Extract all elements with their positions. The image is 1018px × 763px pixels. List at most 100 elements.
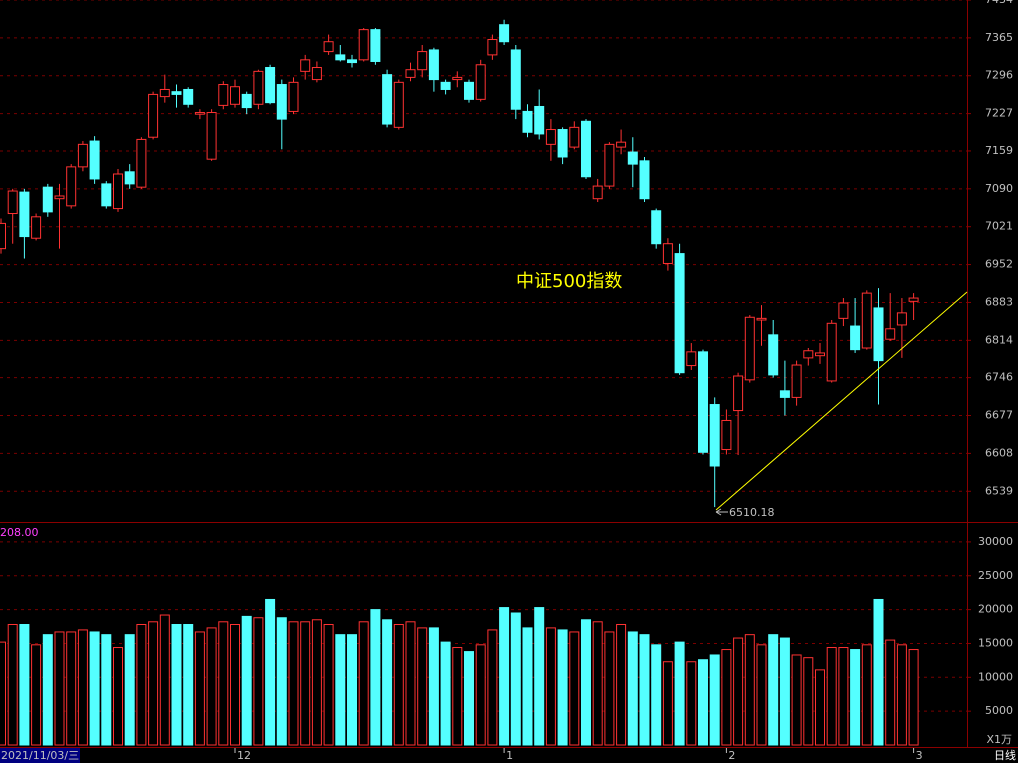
candle-body — [709, 404, 720, 467]
y-tick-label: 6539 — [985, 484, 1013, 497]
volume-bar — [89, 631, 100, 746]
candle-body — [241, 93, 252, 109]
x-tick-label: 2 — [728, 749, 735, 762]
volume-bar — [230, 624, 240, 746]
volume-bar — [159, 614, 170, 746]
volume-bar — [826, 647, 837, 746]
volume-bar — [276, 617, 287, 746]
candle-body — [7, 190, 18, 215]
candle-body — [896, 312, 907, 326]
y-tick-label: 6814 — [985, 333, 1013, 346]
y-tick-label: 7090 — [985, 182, 1013, 195]
volume-bar — [721, 649, 732, 746]
candle-body — [323, 41, 334, 53]
volume-bar — [7, 624, 18, 746]
date-box — [0, 748, 80, 763]
candle-body — [89, 140, 100, 180]
y-tick-label: 6746 — [985, 371, 1013, 384]
volume-bar — [662, 661, 673, 746]
volume-bar — [77, 629, 88, 746]
volume-bar — [838, 647, 849, 746]
volume-bar — [768, 634, 779, 746]
volume-bar — [206, 627, 217, 746]
y-tick-label: 7365 — [985, 31, 1013, 44]
candle-body — [534, 105, 545, 135]
volume-bar — [499, 607, 510, 746]
candle-body — [815, 352, 825, 357]
volume-bar — [136, 624, 147, 746]
y-tick-label: 25000 — [978, 569, 1013, 582]
candle-body — [206, 112, 217, 160]
candle-body — [124, 171, 135, 185]
candle-body — [545, 129, 556, 145]
y-tick-label: 7296 — [985, 69, 1013, 82]
volume-bar — [382, 619, 393, 746]
volume-bar — [557, 629, 568, 746]
candle-body — [674, 253, 685, 374]
volume-bar — [54, 631, 65, 746]
volume-bar — [885, 639, 896, 746]
candle-body — [440, 81, 451, 90]
candle-body — [0, 222, 6, 250]
candle-body — [77, 143, 88, 168]
period-label: 日线 — [994, 748, 1016, 762]
volume-bar — [323, 624, 334, 746]
volume-bar — [604, 631, 615, 746]
volume-bar — [592, 621, 603, 746]
candle-body — [405, 69, 416, 78]
candle-body — [452, 76, 463, 81]
candle-body — [194, 112, 205, 115]
volume-bar — [148, 621, 159, 746]
volume-bar — [335, 634, 346, 746]
volume-unit: X1万 — [986, 733, 1012, 746]
candle-body — [522, 110, 533, 133]
y-tick-label: 6952 — [985, 258, 1013, 271]
candle-body — [616, 141, 627, 148]
trend-line — [715, 291, 968, 511]
y-tick-label: 6883 — [985, 295, 1013, 308]
candle-body — [54, 195, 65, 200]
candle-body — [885, 328, 896, 340]
candle-body — [218, 84, 229, 106]
marks — [0, 19, 919, 746]
volume-bar — [791, 654, 802, 746]
volume-bar — [756, 644, 767, 746]
candle-body — [744, 316, 755, 381]
candle-body — [499, 24, 510, 43]
volume-bar — [113, 647, 123, 746]
candle-body — [19, 191, 30, 238]
volume-bar — [475, 644, 486, 746]
y-tick-label: 7227 — [985, 107, 1013, 120]
volume-annotation: 208.00 — [0, 526, 39, 539]
volume-bar — [428, 627, 439, 746]
volume-bar — [639, 634, 650, 746]
candle-body — [113, 173, 123, 210]
candle-body — [791, 364, 802, 398]
candle-body — [31, 216, 42, 239]
candle-body — [873, 307, 884, 362]
volume-bar — [358, 621, 369, 746]
volume-bar — [510, 612, 521, 746]
candle-body — [510, 49, 521, 110]
low-label: 6510.18 — [729, 506, 775, 519]
volume-bar — [779, 637, 790, 746]
candle-body — [569, 126, 580, 148]
candle-body — [768, 334, 779, 376]
volume-bar — [908, 649, 919, 746]
volume-bar — [861, 644, 872, 746]
volume-bar — [686, 661, 697, 746]
candle-body — [627, 151, 638, 165]
volume-bar — [347, 634, 357, 746]
y-tick-label: 5000 — [985, 704, 1013, 717]
candle-body — [861, 292, 872, 349]
volume-bar — [42, 634, 53, 746]
candle-body — [101, 183, 112, 207]
candle-body — [358, 29, 369, 61]
volume-bar — [370, 609, 381, 746]
volume-bar — [101, 634, 112, 746]
candle-body — [557, 129, 568, 158]
y-tick-label: 15000 — [978, 636, 1013, 649]
candle-body — [66, 166, 77, 207]
candle-body — [183, 88, 194, 105]
volume-bar — [31, 644, 42, 746]
